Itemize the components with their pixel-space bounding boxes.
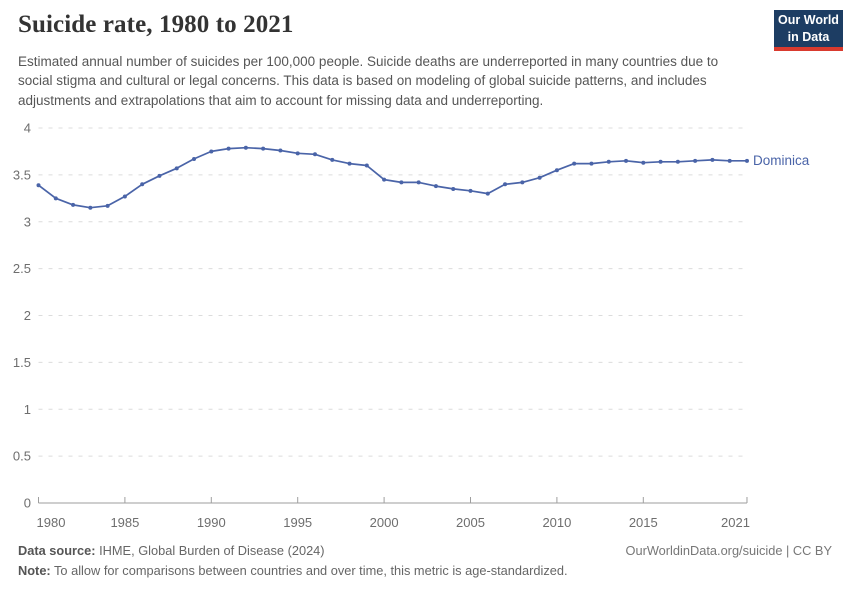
data-point-2019[interactable] [710, 157, 715, 162]
data-point-2020[interactable] [727, 158, 732, 163]
data-source-text: IHME, Global Burden of Disease (2024) [95, 543, 325, 558]
data-point-2006[interactable] [485, 191, 490, 196]
data-point-1995[interactable] [295, 151, 300, 156]
data-point-2004[interactable] [451, 186, 456, 191]
x-tick-label-1980: 1980 [37, 515, 66, 530]
data-point-2009[interactable] [537, 175, 542, 180]
data-point-2003[interactable] [433, 184, 438, 189]
x-tick-label-2015: 2015 [629, 515, 658, 530]
note-text: To allow for comparisons between countri… [50, 562, 568, 578]
note-line: Note: To allow for comparisons between c… [18, 563, 568, 578]
data-point-2008[interactable] [520, 180, 525, 185]
data-point-1984[interactable] [105, 203, 110, 208]
y-tick-label-0: 0 [24, 496, 31, 511]
y-tick-label-4: 4 [24, 121, 31, 136]
series-label-dominica: Dominica [753, 152, 810, 168]
chart-footer: Data source: IHME, Global Burden of Dise… [18, 541, 832, 581]
page-title: Suicide rate, 1980 to 2021 [18, 11, 294, 38]
data-point-1993[interactable] [261, 146, 266, 151]
data-point-1999[interactable] [364, 163, 369, 168]
data-point-2010[interactable] [554, 168, 559, 173]
data-point-2018[interactable] [693, 158, 698, 163]
data-point-1980[interactable] [36, 183, 41, 188]
series-line-dominica[interactable] [37, 146, 748, 209]
data-source-label: Data source: [18, 543, 96, 558]
y-tick-label-3.5: 3.5 [13, 167, 31, 182]
x-tick-label-1995: 1995 [283, 515, 312, 530]
note-label: Note: [18, 562, 51, 578]
data-point-1987[interactable] [157, 173, 162, 178]
data-point-2007[interactable] [503, 182, 508, 187]
y-tick-label-2: 2 [24, 308, 31, 323]
data-point-2001[interactable] [399, 180, 404, 185]
data-point-2016[interactable] [658, 159, 663, 164]
y-tick-label-3: 3 [24, 214, 31, 229]
owid-logo-text: Our World in Data [778, 12, 839, 45]
data-point-1986[interactable] [140, 182, 145, 187]
data-point-2014[interactable] [624, 158, 629, 163]
data-point-2021[interactable] [744, 158, 749, 163]
data-point-2000[interactable] [382, 177, 387, 182]
owid-logo-line2: in Data [787, 29, 830, 44]
data-point-2017[interactable] [675, 159, 680, 164]
x-tick-label-1985: 1985 [110, 515, 139, 530]
data-point-1988[interactable] [174, 166, 179, 171]
data-source-line: Data source: IHME, Global Burden of Dise… [18, 541, 325, 561]
x-tick-label-1990: 1990 [197, 515, 226, 530]
y-tick-label-2.5: 2.5 [13, 261, 31, 276]
data-point-2015[interactable] [641, 160, 646, 165]
data-point-1981[interactable] [53, 196, 58, 201]
x-tick-label-2000: 2000 [370, 515, 399, 530]
x-tick-label-2005: 2005 [456, 515, 485, 530]
data-point-1991[interactable] [226, 146, 231, 151]
data-point-1992[interactable] [243, 145, 248, 150]
data-point-1997[interactable] [330, 157, 335, 162]
y-tick-label-1: 1 [24, 402, 31, 417]
x-tick-label-2021: 2021 [721, 515, 750, 530]
y-tick-label-0.5: 0.5 [13, 449, 31, 464]
data-point-1985[interactable] [122, 194, 127, 199]
data-point-2005[interactable] [468, 188, 473, 193]
data-point-2012[interactable] [589, 161, 594, 166]
data-point-1990[interactable] [209, 149, 214, 154]
x-tick-label-2010: 2010 [542, 515, 571, 530]
data-point-1989[interactable] [192, 156, 197, 161]
owid-logo[interactable]: Our World in Data [774, 10, 843, 51]
data-point-1982[interactable] [71, 202, 76, 207]
data-point-1996[interactable] [312, 152, 317, 157]
data-point-2011[interactable] [572, 161, 577, 166]
y-tick-label-1.5: 1.5 [13, 355, 31, 370]
owid-logo-line1: Our World [778, 13, 839, 28]
owid-license-link[interactable]: OurWorldinData.org/suicide | CC BY [625, 543, 833, 558]
data-point-1983[interactable] [88, 205, 93, 210]
data-point-1998[interactable] [347, 161, 352, 166]
data-point-1994[interactable] [278, 148, 283, 153]
data-point-2013[interactable] [606, 159, 611, 164]
data-point-2002[interactable] [416, 180, 421, 185]
chart-subtitle: Estimated annual number of suicides per … [18, 54, 719, 108]
